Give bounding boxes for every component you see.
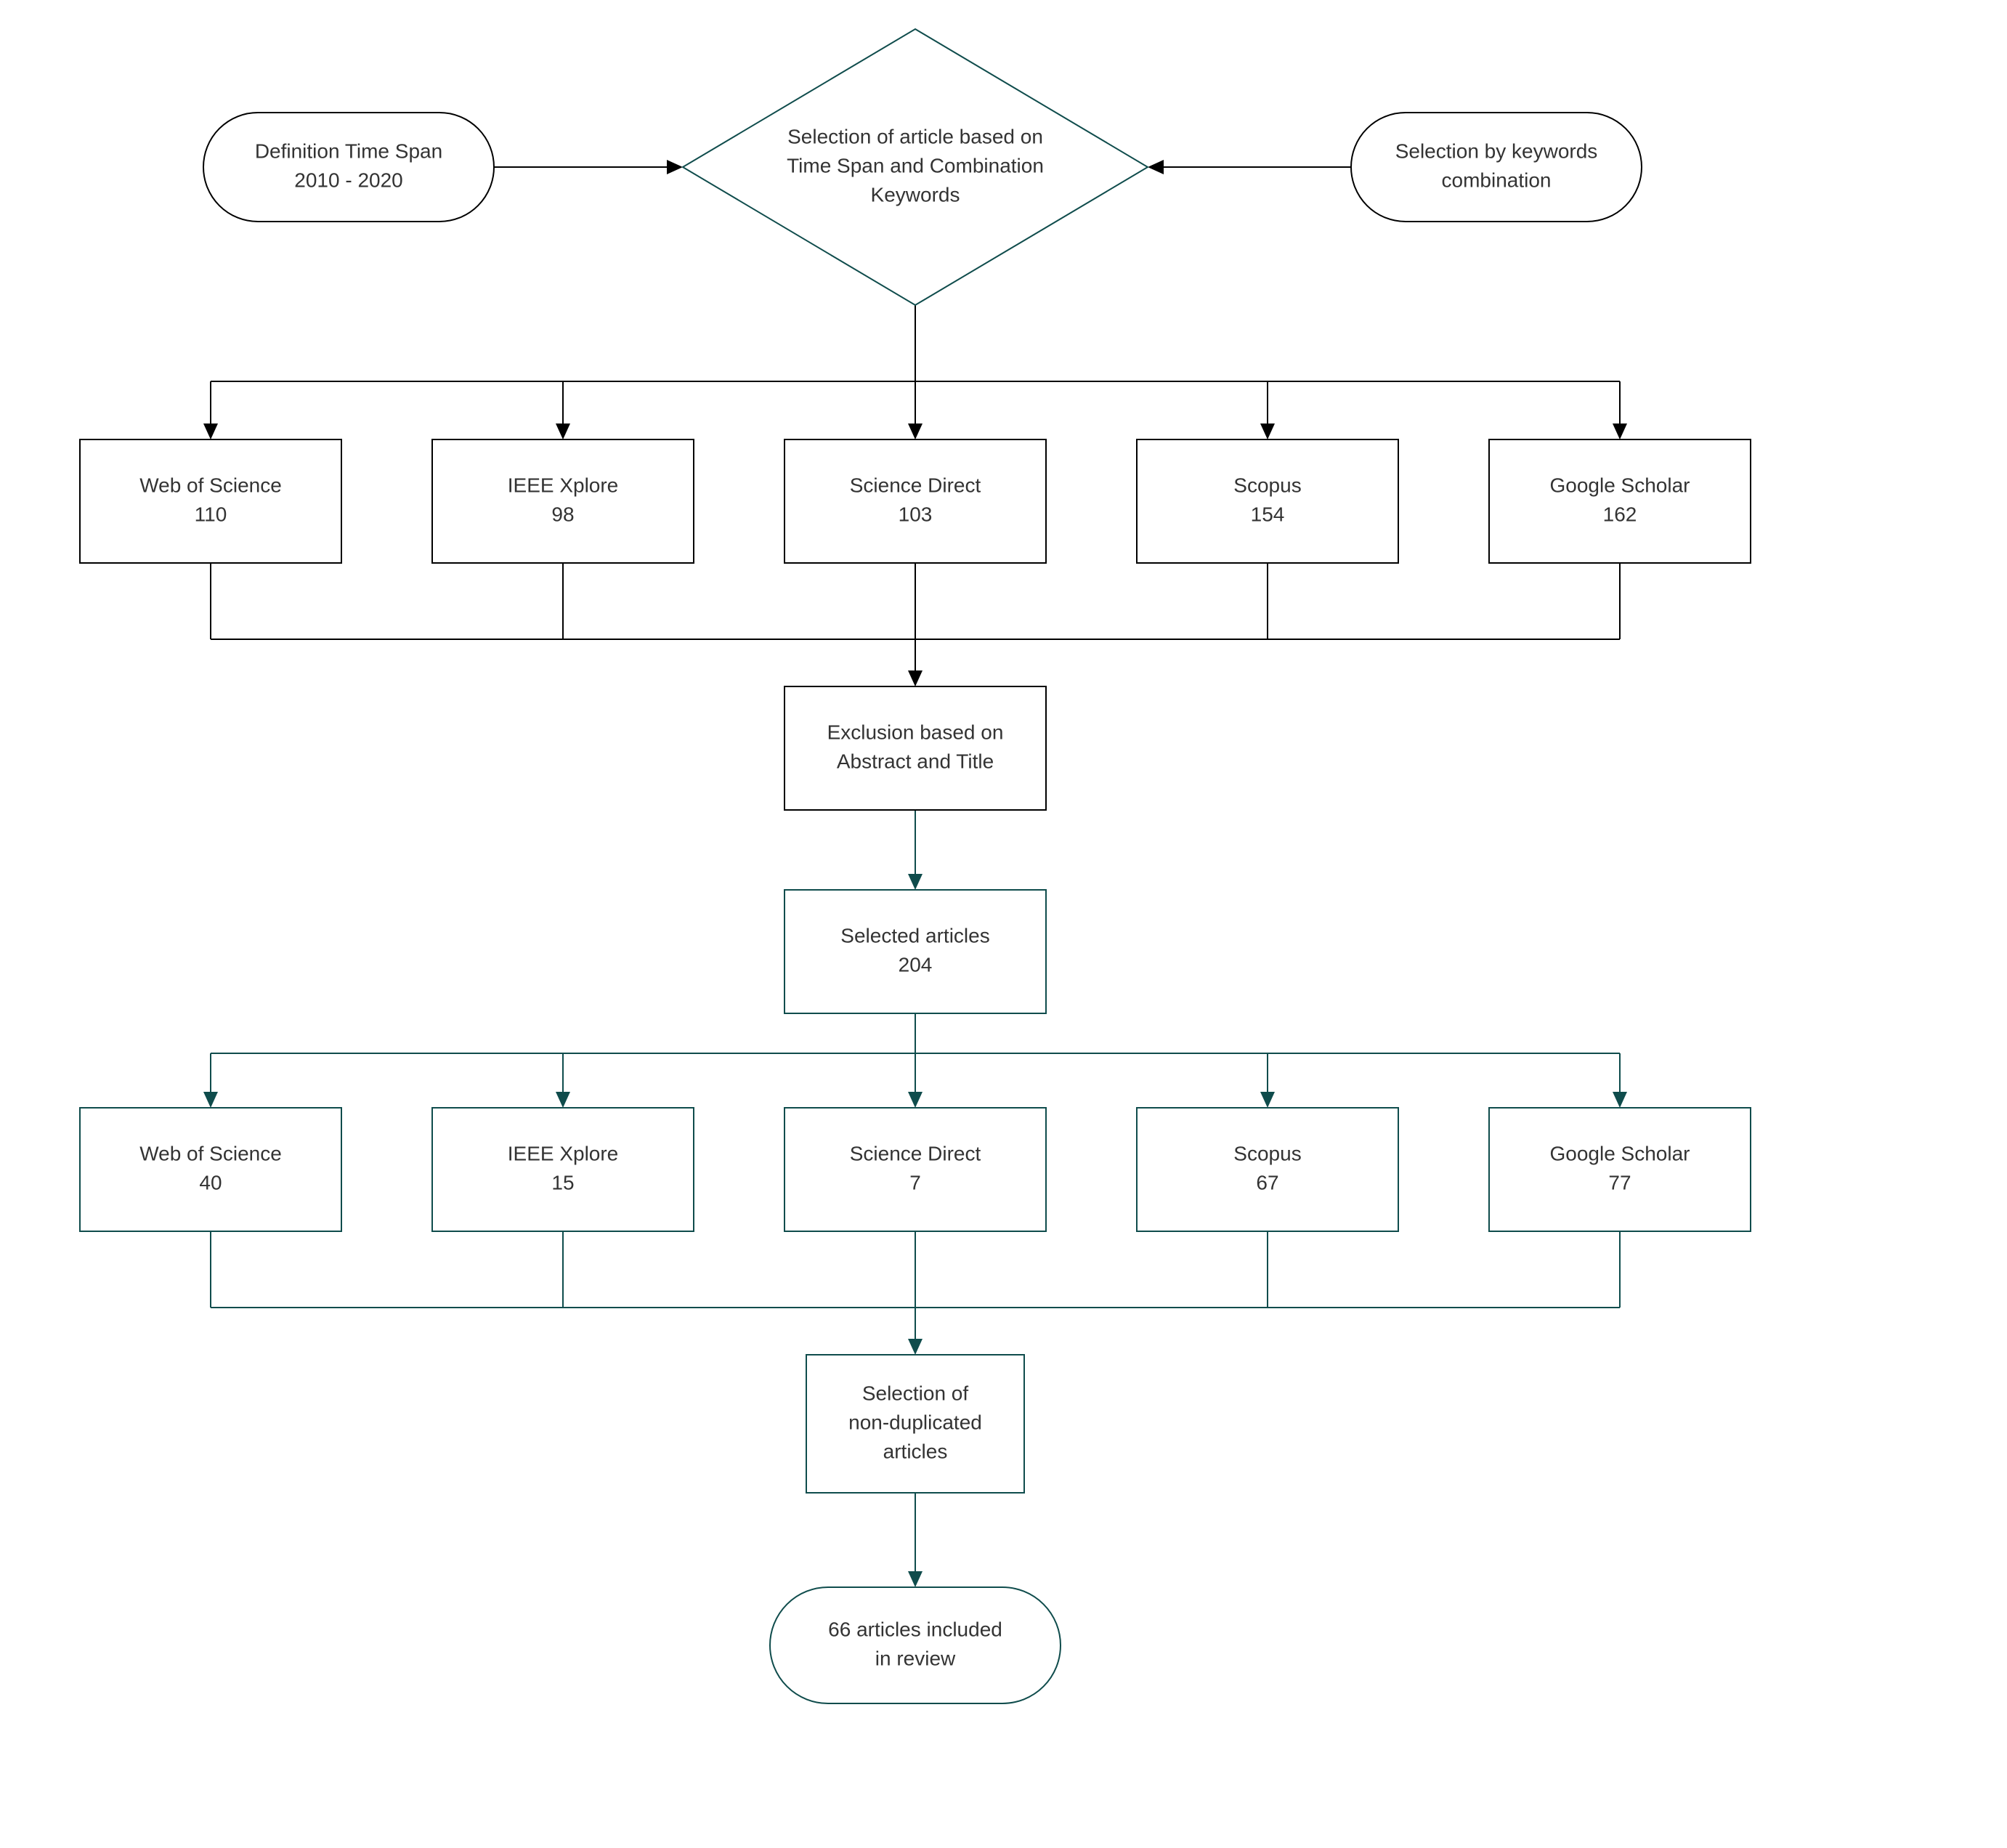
node-text: Science Direct — [850, 1142, 981, 1164]
node-text: Selected articles — [840, 924, 989, 947]
node-text: 66 articles included — [828, 1618, 1002, 1640]
node-text: 110 — [195, 503, 227, 525]
node-db1_ieee: IEEE Xplore 98 — [432, 439, 694, 563]
node-text: Scopus — [1233, 474, 1301, 496]
node-text: 40 — [199, 1171, 222, 1194]
edge — [494, 160, 683, 174]
node-text: 77 — [1608, 1171, 1631, 1194]
node-text: 162 — [1603, 503, 1637, 525]
node-text: Selection by keywords — [1395, 139, 1598, 162]
node-selected: Selected articles 204 — [784, 890, 1046, 1013]
node-text: Selection of — [862, 1382, 969, 1404]
node-text: 103 — [899, 503, 933, 525]
node-text: 15 — [551, 1171, 574, 1194]
node-db1_scopus: Scopus 154 — [1137, 439, 1398, 563]
node-text: combination — [1442, 169, 1552, 191]
node-db2_sd: Science Direct 7 — [784, 1108, 1046, 1231]
node-db2_ieee: IEEE Xplore 15 — [432, 1108, 694, 1231]
edge — [1148, 160, 1351, 174]
node-text: 2010 - 2020 — [294, 169, 402, 191]
edge — [211, 1231, 1620, 1355]
edge — [211, 563, 1620, 686]
node-db1_wos: Web of Science 110 — [80, 439, 341, 563]
node-db1_sd: Science Direct 103 — [784, 439, 1046, 563]
node-text: Web of Science — [139, 1142, 282, 1164]
node-text: 204 — [899, 953, 933, 976]
node-text: 98 — [551, 503, 574, 525]
node-text: Google Scholar — [1549, 474, 1690, 496]
node-db2_gs: Google Scholar 77 — [1489, 1108, 1751, 1231]
node-db2_scopus: Scopus 67 — [1137, 1108, 1398, 1231]
node-text: Google Scholar — [1549, 1142, 1690, 1164]
node-text: Web of Science — [139, 474, 282, 496]
node-keywords: Selection by keywords combination — [1351, 113, 1642, 222]
node-text: Exclusion based on — [827, 721, 1004, 743]
edge — [908, 1493, 923, 1587]
node-db1_gs: Google Scholar 162 — [1489, 439, 1751, 563]
node-text: IEEE Xplore — [508, 1142, 619, 1164]
edge — [203, 1013, 1627, 1108]
node-text: 154 — [1251, 503, 1285, 525]
node-timespan: Definition Time Span 2010 - 2020 — [203, 113, 494, 222]
flowchart: Definition Time Span 2010 - 2020 Selection… — [0, 0, 2007, 1844]
node-exclusion: Exclusion based on Abstract and Title — [784, 686, 1046, 810]
node-text: Definition Time Span — [255, 139, 442, 162]
node-text: Time Span and Combination — [787, 154, 1044, 177]
node-db2_wos: Web of Science 40 — [80, 1108, 341, 1231]
node-nondup: Selection of non-duplicated articles — [806, 1355, 1024, 1493]
node-text: non-duplicated — [848, 1411, 982, 1433]
edge — [908, 810, 923, 890]
node-text: Selection of article based on — [787, 125, 1043, 147]
node-final: 66 articles included in review — [770, 1587, 1061, 1703]
node-text: in review — [875, 1647, 956, 1669]
node-text: 67 — [1256, 1171, 1278, 1194]
node-text: Science Direct — [850, 474, 981, 496]
node-text: 7 — [909, 1171, 921, 1194]
node-text: articles — [883, 1440, 948, 1462]
edge — [203, 305, 1627, 439]
node-text: Keywords — [871, 183, 960, 206]
node-decision: Selection of article based on Time Span a… — [683, 29, 1148, 305]
node-text: IEEE Xplore — [508, 474, 619, 496]
node-text: Scopus — [1233, 1142, 1301, 1164]
node-text: Abstract and Title — [837, 750, 994, 772]
